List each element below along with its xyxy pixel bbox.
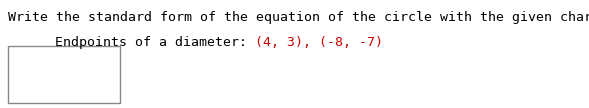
Text: Endpoints of a diameter:: Endpoints of a diameter: bbox=[55, 36, 255, 49]
Bar bbox=[8, 46, 120, 103]
Text: (4, 3), (-8, -7): (4, 3), (-8, -7) bbox=[255, 36, 383, 49]
Text: Write the standard form of the equation of the circle with the given characteris: Write the standard form of the equation … bbox=[8, 11, 589, 24]
